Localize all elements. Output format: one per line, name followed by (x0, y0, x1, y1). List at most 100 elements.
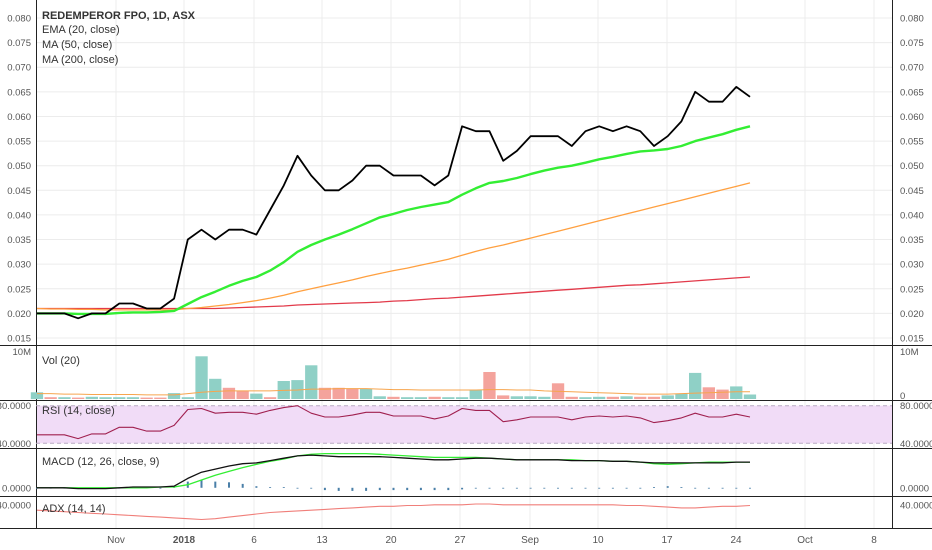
volume-bar (620, 396, 633, 399)
volume-axis-left-top: 10M (13, 347, 32, 358)
volume-axis-right-top: 10M (900, 347, 919, 358)
volume-bar (579, 397, 592, 399)
volume-bar (263, 397, 277, 399)
price-axis-left-label: 0.065 (7, 87, 31, 98)
rsi-pane (36, 405, 892, 444)
volume-bar (414, 397, 428, 399)
macd-histogram-bar (337, 487, 340, 491)
volume-bar (373, 396, 386, 399)
volume-bar (483, 372, 496, 399)
macd-histogram-bar (310, 487, 313, 489)
volume-bar (85, 396, 98, 400)
price-axis-left-label: 0.040 (7, 210, 31, 221)
macd-histogram-bar (378, 487, 381, 491)
volume-bar (675, 393, 688, 399)
volume-bar (497, 395, 510, 399)
rsi-axis-left-40: 40.0000 (0, 439, 31, 450)
macd-histogram-bar (351, 487, 354, 491)
volume-label: Vol (20) (42, 355, 80, 367)
volume-bar (359, 388, 373, 399)
volume-bar (346, 388, 359, 399)
macd-histogram-bar (598, 487, 601, 489)
macd-histogram-bar (406, 487, 409, 491)
volume-bar (743, 394, 757, 399)
volume-bar (661, 395, 674, 399)
macd-histogram-bar (447, 487, 450, 491)
macd-histogram-bar (680, 487, 683, 488)
ma50-line (36, 182, 751, 311)
ma200-line (37, 276, 751, 310)
volume-bar (305, 365, 318, 400)
volume-bar (730, 386, 743, 399)
price-axis-left-label: 0.025 (7, 284, 31, 295)
macd-histogram-bar (296, 487, 299, 489)
macd-label: MACD (12, 26, close, 9) (42, 456, 160, 468)
adx-line (36, 503, 751, 521)
macd-histogram-bar (515, 487, 518, 489)
macd-pane (36, 452, 751, 491)
x-tick-label: 2018 (173, 535, 196, 546)
volume-bar (510, 396, 523, 399)
x-tick-label: 6 (251, 535, 257, 546)
volume-bar (154, 397, 167, 399)
x-tick-label: Oct (797, 535, 813, 546)
price-axis-left-label: 0.050 (7, 161, 31, 172)
x-tick-label: 20 (385, 535, 397, 546)
macd-histogram-bar (707, 487, 710, 489)
volume-bar (318, 387, 332, 400)
macd-histogram-bar (735, 487, 738, 489)
price-axis-right-label: 0.060 (900, 112, 924, 123)
macd-histogram-bar (255, 486, 258, 488)
macd-histogram-bar (200, 480, 203, 488)
volume-bar (72, 397, 85, 399)
adx-label: ADX (14, 14) (42, 503, 106, 515)
price-axis-left-label: 0.080 (7, 14, 31, 25)
price-axis-left-label: 0.045 (7, 186, 31, 197)
volume-bar (401, 397, 414, 399)
volume-bar (99, 397, 112, 399)
macd-histogram-bar (639, 487, 642, 489)
price-axis-left-label: 0.060 (7, 112, 31, 123)
price-axis-right-label: 0.015 (900, 334, 924, 345)
volume-bar (469, 390, 482, 399)
macd-histogram-bar (282, 487, 285, 488)
x-tick-label: Sep (521, 535, 539, 546)
x-tick-label: 27 (454, 535, 466, 546)
chart-title: REDEMPEROR FPO, 1D, ASX (42, 10, 196, 22)
pane-frames (0, 0, 932, 529)
volume-bar (181, 397, 194, 399)
price-line (37, 86, 751, 320)
volume-bar (634, 396, 647, 400)
macd-histogram-bar (228, 482, 230, 488)
x-tick-label: 8 (871, 535, 877, 546)
volume-bar (689, 372, 702, 399)
x-tick-label: 24 (730, 535, 742, 546)
volume-bar (442, 397, 455, 399)
x-tick-label: 17 (661, 535, 673, 546)
volume-bar (236, 390, 249, 399)
volume-bar (30, 392, 44, 400)
legend-ma50: MA (50, close) (42, 39, 113, 51)
volume-bar (140, 397, 153, 399)
macd-histogram-bar (214, 481, 217, 488)
rsi-band (37, 405, 892, 444)
rsi-line (37, 405, 751, 440)
volume-bar (647, 396, 661, 400)
volume-bar (524, 396, 537, 399)
price-axis-left-label: 0.070 (7, 63, 31, 74)
macd-histogram-bar (159, 487, 162, 489)
volume-bar (387, 396, 400, 400)
macd-histogram-bar (474, 487, 477, 489)
volume-bar (222, 387, 236, 400)
price-axis-right-label: 0.075 (900, 38, 924, 49)
rsi-label: RSI (14, close) (42, 405, 115, 417)
macd-histogram-bar (557, 487, 559, 489)
macd-histogram-bar (488, 487, 491, 489)
volume-bar (593, 396, 606, 400)
macd-histogram-bar (543, 487, 546, 489)
grid-lines (36, 0, 892, 528)
macd-histogram-bar (721, 487, 724, 489)
macd-histogram-bar (584, 487, 587, 489)
price-axis-right-label: 0.035 (900, 235, 924, 246)
volume-bar (58, 397, 71, 399)
